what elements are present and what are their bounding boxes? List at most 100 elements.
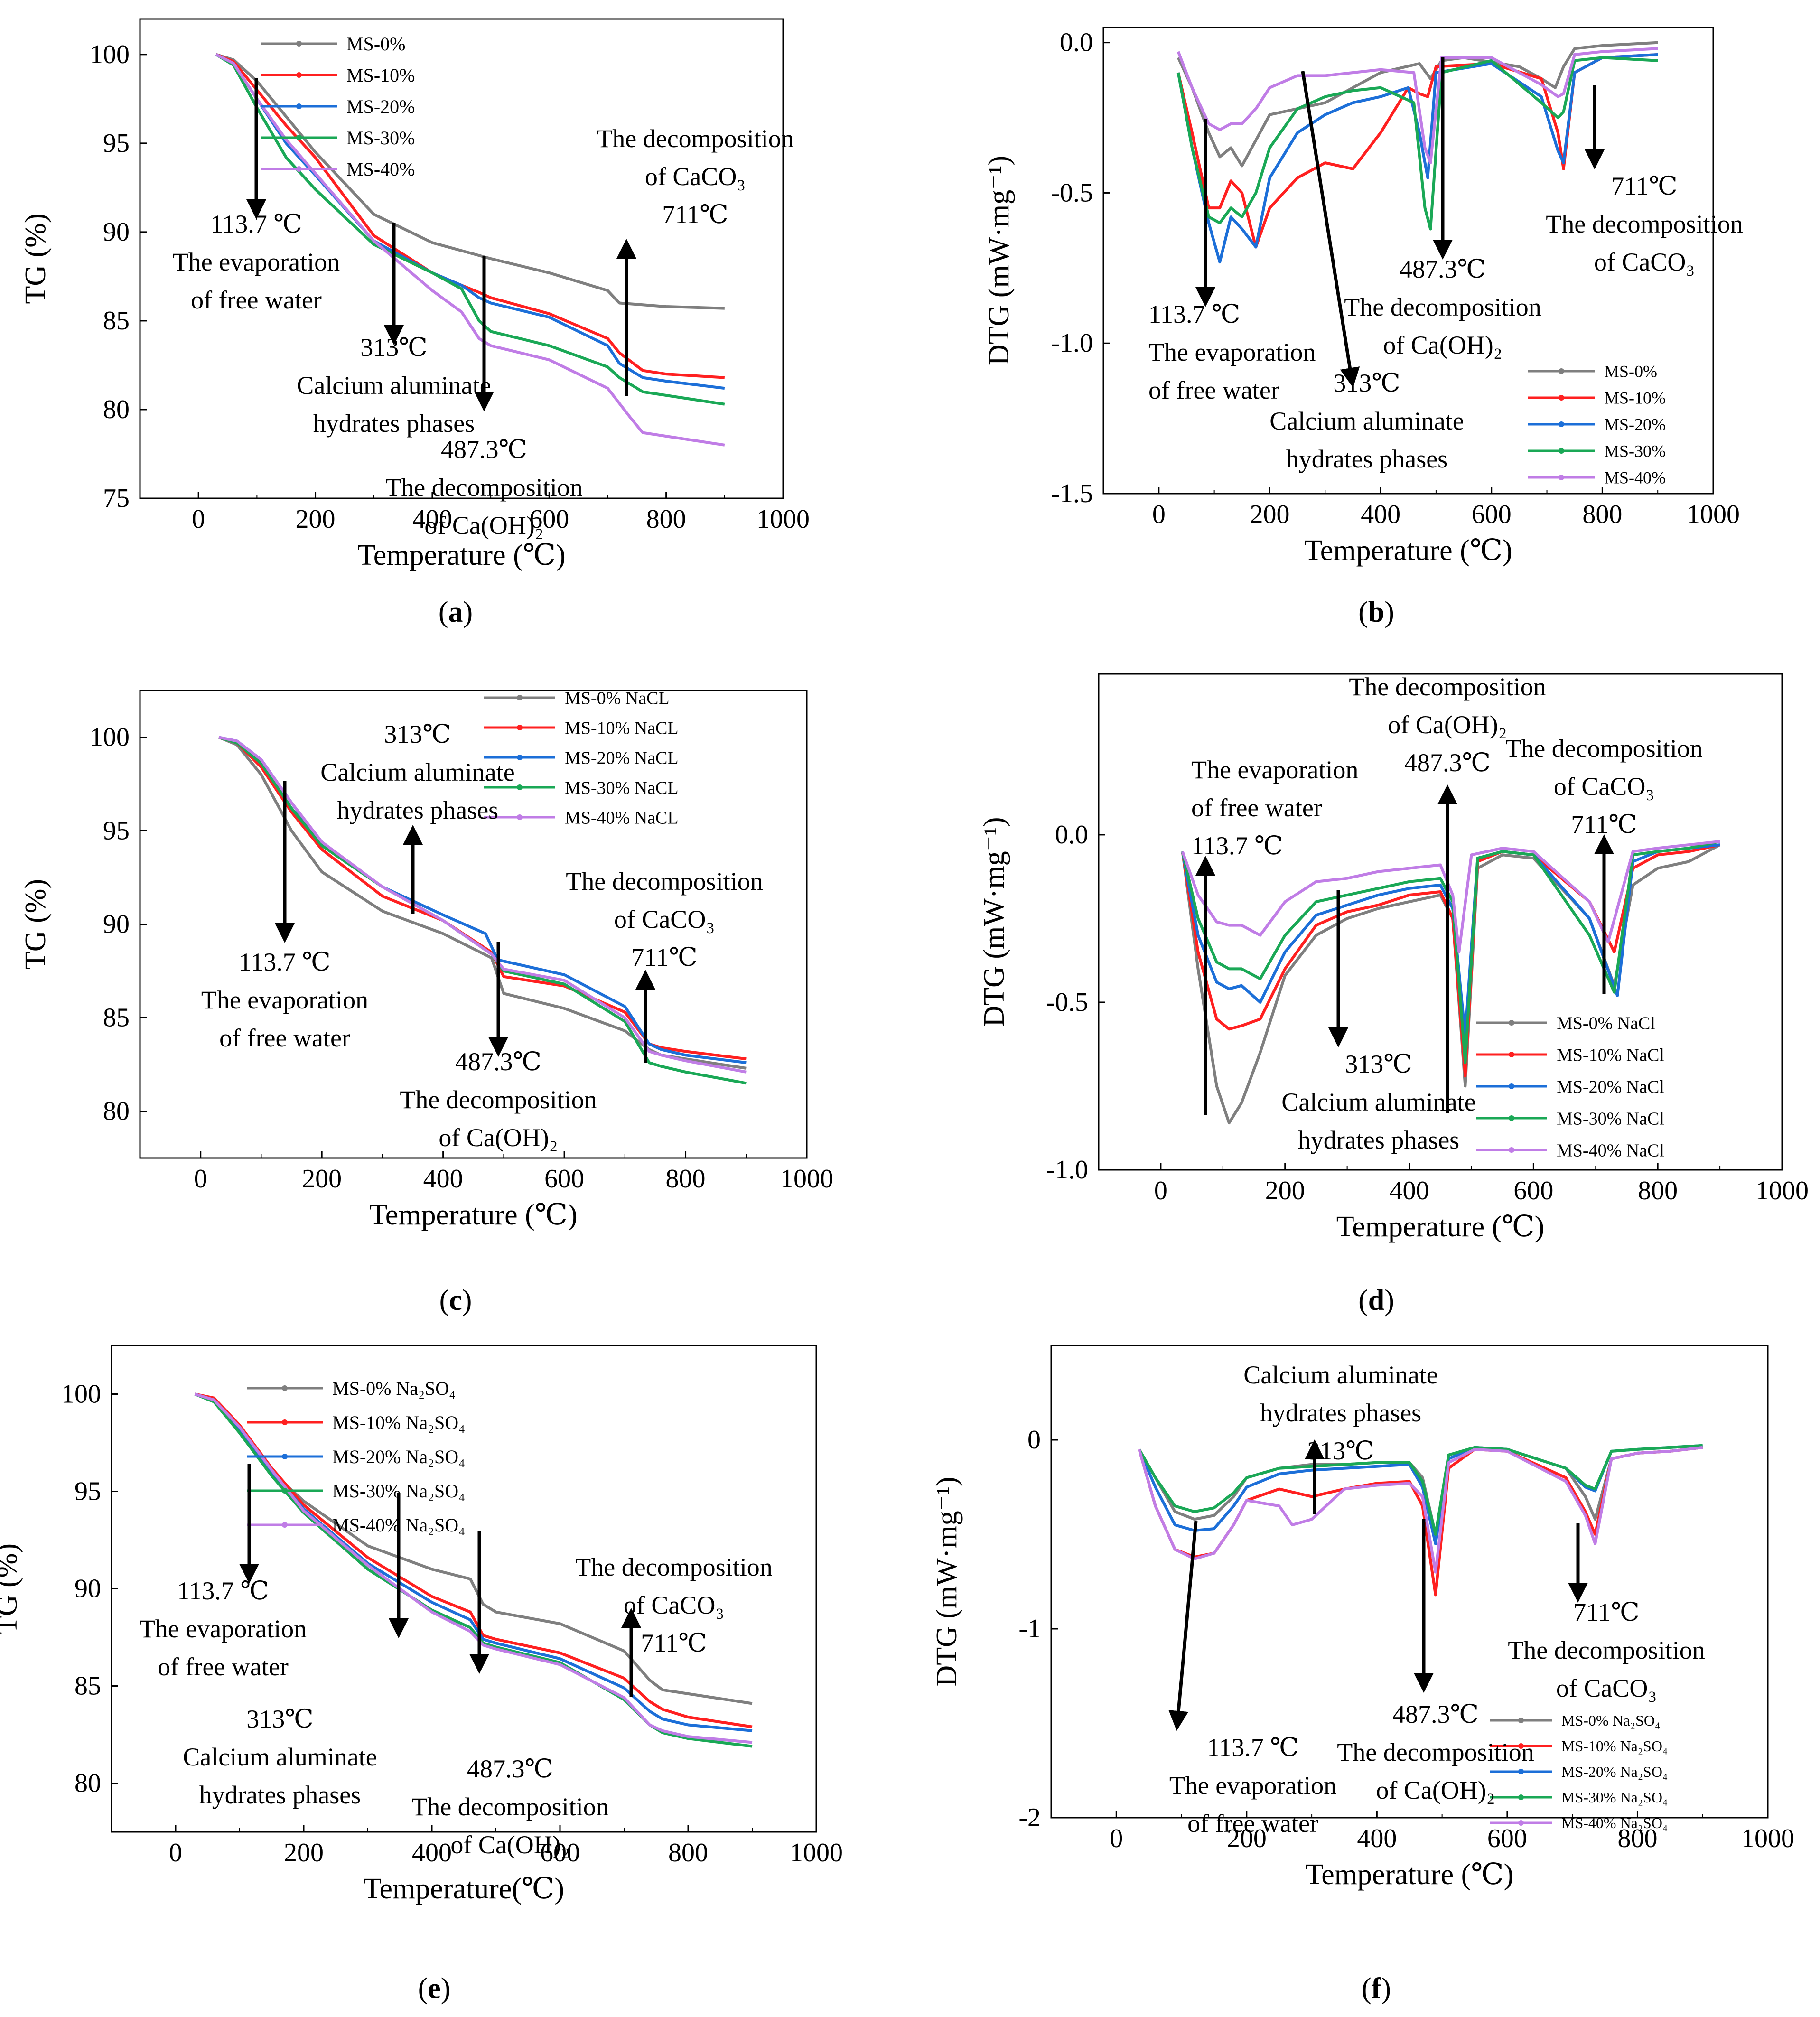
annotation-text: The evaporation [173, 248, 340, 276]
legend-marker [296, 166, 302, 172]
legend-marker [1518, 1769, 1524, 1774]
legend-marker [282, 1385, 288, 1391]
annotation-text: 113.7 ℃ [1148, 300, 1240, 328]
x-tick-label: 800 [1582, 500, 1622, 529]
annotation-text: of free water [191, 286, 322, 314]
annotation-text: hydrates phases [1260, 1399, 1421, 1427]
panel-caption: (f) [1362, 1972, 1391, 2005]
panel-a: 0 200 400 600 800 1000 75 80 85 90 95 100 Temperatur… [19, 18, 810, 628]
annotation-text: The decomposition [385, 473, 582, 502]
legend-entry: MS-40% [346, 159, 415, 180]
x-tick-label: 1000 [756, 504, 810, 534]
legend-marker [517, 755, 523, 760]
legend-entry: MS-20% Na₂SO₄ [1561, 1763, 1668, 1780]
legend-entry: MS-0% NaCL [565, 688, 670, 708]
legend-entry: MS-30% NaCL [565, 778, 679, 798]
caption-paren: ) [1384, 596, 1394, 628]
annotation-text: of free water [158, 1653, 289, 1681]
legend-entry: MS-20% [346, 96, 415, 117]
legend-entry: MS-40% Na₂SO₄ [1561, 1814, 1668, 1831]
legend-marker [282, 1454, 288, 1459]
series-line-1 [1181, 843, 1720, 1078]
y-tick-label: 95 [103, 129, 130, 158]
annotation-text: The evaporation [1148, 338, 1316, 366]
annotation-text: hydrates phases [1298, 1126, 1459, 1154]
annotation-text: 113.7 ℃ [1191, 831, 1283, 860]
x-tick-label: 0 [194, 1164, 207, 1194]
caption-letter: e [428, 1972, 441, 2005]
y-tick-label: -1.5 [1051, 479, 1093, 508]
x-tick-label: 600 [540, 1838, 580, 1868]
annotation-text: 711℃ [1571, 810, 1637, 839]
annotation-text: 313℃ [384, 720, 451, 748]
annotation-text: 487.3℃ [455, 1047, 541, 1076]
annotation-text: The decomposition [1344, 293, 1541, 321]
annotation-text: hydrates phases [313, 409, 475, 438]
annotation-text: 113.7 ℃ [177, 1577, 269, 1605]
panel-c: 0 200 400 600 800 1000 80 85 90 95 100 Temperature … [19, 688, 833, 1317]
legend-marker [1509, 1020, 1514, 1026]
panel-caption: (d) [1358, 1284, 1394, 1317]
legend-entry: MS-10% [346, 65, 415, 86]
y-tick-label: 90 [75, 1574, 101, 1604]
legend-entry: MS-10% Na₂SO₄ [332, 1412, 465, 1433]
panel-caption: (b) [1358, 596, 1394, 628]
legend-entry: MS-0% [1604, 362, 1657, 381]
series-line-4 [1176, 47, 1658, 165]
series-line-3 [1181, 840, 1720, 1065]
plot-frame [1102, 27, 1714, 495]
y-tick-label: 0.0 [1060, 28, 1093, 57]
annotation-text: The decomposition [597, 124, 793, 153]
annotation-text: hydrates phases [1286, 445, 1447, 473]
legend-marker [1509, 1147, 1514, 1153]
legend-marker [296, 72, 302, 78]
legend-entry: MS-0% [346, 33, 405, 55]
y-tick-label: 95 [103, 816, 130, 846]
y-tick-label: 85 [103, 1003, 130, 1033]
caption-paren: ( [439, 596, 448, 628]
series-line-4 [1181, 840, 1720, 953]
legend-entry: MS-10% [1604, 389, 1666, 408]
x-tick-label: 800 [666, 1164, 706, 1194]
annotation-text: 487.3℃ [441, 435, 527, 464]
legend-marker [1518, 1794, 1524, 1800]
y-tick-label: 0 [1027, 1425, 1041, 1455]
y-tick-label: 80 [103, 1097, 130, 1126]
legend-marker [282, 1522, 288, 1528]
y-tick-label: -1 [1018, 1614, 1041, 1643]
annotation-text: of free water [1148, 376, 1279, 404]
caption-letter: d [1368, 1284, 1384, 1317]
y-axis-label: TG (%) [19, 213, 52, 304]
annotation-text: of Ca(OH)₂ [450, 1830, 569, 1859]
x-tick-label: 1000 [1687, 500, 1740, 529]
annotation-text: 487.3℃ [1392, 1700, 1479, 1728]
annotation-text: of free water [219, 1024, 350, 1052]
legend-entry: MS-40% [1604, 468, 1666, 487]
legend-entry: MS-0% Na₂SO₄ [1561, 1712, 1660, 1729]
x-tick-label: 400 [423, 1164, 463, 1194]
y-tick-label: 80 [103, 395, 130, 424]
annotation-text: The decomposition [1337, 1738, 1534, 1766]
legend-marker [1509, 1083, 1514, 1089]
x-tick-label: 600 [1487, 1824, 1527, 1853]
annotation-text: of CaCO₃ [614, 905, 715, 934]
annotation-text: The decomposition [400, 1085, 597, 1114]
x-tick-label: 200 [296, 504, 336, 534]
caption-paren: ) [1384, 1284, 1394, 1317]
caption-paren: ) [441, 1972, 451, 2005]
legend-entry: MS-40% NaCL [565, 808, 679, 828]
annotation-text: 313℃ [1307, 1437, 1374, 1465]
x-tick-label: 1000 [1755, 1176, 1809, 1205]
x-tick-label: 800 [1638, 1176, 1678, 1205]
legend-marker [1559, 421, 1564, 427]
annotation-text: The evaporation [1191, 756, 1358, 784]
annotation-text: Calcium aluminate [320, 758, 514, 786]
x-tick-label: 200 [1250, 500, 1289, 529]
annotation-text: Calcium aluminate [297, 371, 491, 400]
annotation-text: of Ca(OH)₂ [1383, 331, 1502, 359]
y-tick-label: -0.5 [1051, 178, 1093, 207]
caption-paren: ( [1358, 596, 1368, 628]
annotation-text: 711℃ [631, 943, 697, 971]
series-line-4 [1138, 1446, 1703, 1574]
y-tick-label: 90 [103, 217, 130, 247]
